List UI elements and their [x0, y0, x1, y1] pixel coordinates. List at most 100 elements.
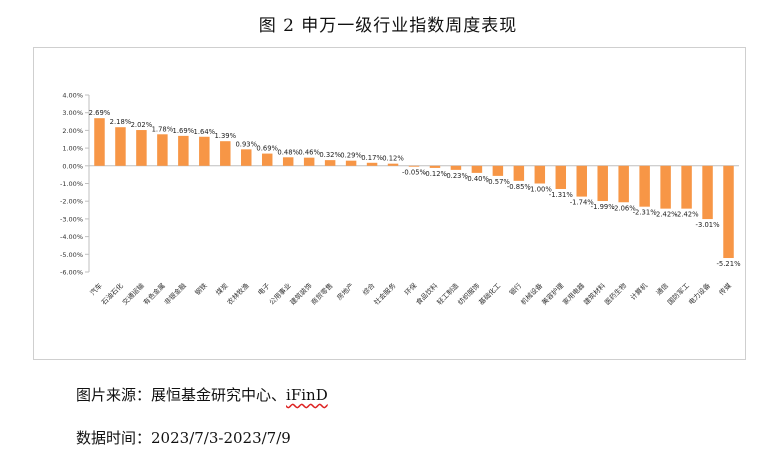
source-note: 图片来源：展恒基金研究中心、iFinD	[76, 384, 328, 405]
x-tick-label: 环保	[402, 281, 418, 297]
bar	[366, 162, 378, 166]
x-tick-label: 食品饮料	[414, 281, 440, 307]
x-tick-label: 电力设备	[686, 281, 712, 307]
bar	[303, 157, 315, 166]
y-tick-label: 0.00%	[62, 162, 83, 170]
x-tick-label: 非银金融	[162, 281, 188, 307]
bar	[220, 141, 231, 166]
bar	[492, 165, 504, 176]
data-label: -2.06%	[612, 204, 637, 212]
data-label: -2.42%	[675, 211, 700, 219]
x-tick-label: 社会服务	[372, 281, 398, 307]
bar	[576, 165, 587, 197]
y-tick-label: -2.00%	[60, 198, 83, 206]
source-text: 展恒基金研究中心、	[151, 386, 287, 404]
x-tick-label: 美容护理	[540, 281, 566, 307]
bar	[136, 130, 147, 166]
x-tick-label: 家用电器	[561, 281, 587, 307]
data-label: -2.31%	[633, 209, 658, 217]
data-label: 0.48%	[277, 148, 299, 156]
bar	[282, 157, 294, 166]
x-tick-label: 综合	[361, 281, 377, 297]
source-name: iFinD	[286, 386, 328, 404]
x-tick-label: 电子	[256, 281, 272, 297]
bar	[681, 165, 692, 209]
data-label: 1.39%	[214, 132, 236, 140]
x-tick-label: 交通运输	[120, 281, 146, 307]
data-label: 1.78%	[152, 125, 174, 133]
data-label: -0.05%	[402, 169, 427, 177]
y-tick-label: 3.00%	[62, 109, 83, 117]
bar	[450, 165, 462, 170]
x-tick-label: 纺织服饰	[456, 281, 482, 307]
data-label: -0.85%	[507, 183, 532, 191]
bar	[387, 163, 399, 166]
bar	[408, 165, 420, 167]
x-tick-label: 国防军工	[665, 281, 691, 307]
bar	[660, 165, 671, 209]
bar	[157, 134, 168, 166]
data-label: -0.57%	[486, 178, 511, 186]
data-label: -1.00%	[528, 186, 553, 194]
x-tick-label: 轻工制造	[435, 281, 461, 307]
x-tick-label: 有色金属	[141, 281, 167, 307]
data-label: 0.69%	[256, 145, 278, 153]
data-label: 1.69%	[173, 127, 195, 135]
x-tick-label: 基础化工	[477, 281, 503, 307]
bar	[324, 160, 336, 166]
x-tick-label: 公用事业	[267, 281, 293, 307]
data-label: 0.93%	[235, 140, 257, 148]
bar	[702, 165, 713, 220]
bar	[555, 165, 567, 189]
data-label: -1.74%	[570, 199, 595, 207]
data-label: 0.12%	[382, 155, 404, 163]
x-tick-label: 建筑装饰	[288, 281, 314, 307]
bar	[513, 165, 525, 181]
data-label: -0.23%	[444, 172, 469, 180]
chart-title: 图 2 申万一级行业指数周度表现	[258, 16, 518, 36]
data-label: 2.02%	[131, 121, 153, 129]
data-label: -0.40%	[465, 175, 490, 183]
data-label: -1.31%	[549, 191, 574, 199]
chart-area: 4.00% 3.00% 2.00% 1.00% 0.00% -1.00% -2.00% -3.…	[33, 47, 746, 360]
y-tick-label: -4.00%	[60, 233, 83, 241]
data-label: 2.18%	[110, 118, 132, 126]
data-label: -5.21%	[716, 260, 741, 268]
bar	[534, 165, 546, 184]
data-label: -1.99%	[591, 203, 616, 211]
x-tick-label: 通信	[654, 281, 670, 297]
x-tick-label: 计算机	[628, 281, 649, 302]
data-label: -0.12%	[423, 170, 448, 178]
data-label: 0.32%	[319, 151, 341, 159]
x-tick-label: 石油石化	[99, 281, 125, 307]
bar	[261, 153, 273, 166]
bar	[639, 165, 650, 207]
bar	[597, 165, 608, 202]
data-label: 2.69%	[89, 109, 111, 117]
x-tick-label: 房地产	[335, 281, 356, 302]
data-label: 0.29%	[340, 152, 362, 160]
bar	[199, 136, 210, 166]
bar	[241, 149, 252, 166]
x-tick-label: 钢铁	[193, 281, 209, 297]
x-tick-label: 机械设备	[519, 281, 545, 307]
bar	[94, 118, 105, 166]
x-tick-label: 银行	[507, 281, 523, 297]
bar	[618, 165, 629, 203]
bar	[429, 165, 441, 168]
bar	[471, 165, 483, 173]
y-tick-label: -6.00%	[60, 269, 83, 277]
x-tick-label: 煤炭	[214, 281, 230, 297]
bar	[178, 135, 189, 166]
date-text: 2023/7/3-2023/7/9	[151, 429, 291, 447]
x-tick-label: 汽车	[88, 281, 104, 297]
y-tick-label: -5.00%	[60, 251, 83, 259]
data-label: 0.17%	[361, 154, 383, 162]
date-label: 数据时间：	[76, 429, 152, 447]
y-tick-label: -1.00%	[60, 180, 83, 188]
x-tick-label: 建筑材料	[582, 281, 608, 307]
data-label: 1.64%	[194, 128, 216, 136]
y-tick-label: 4.00%	[62, 92, 83, 100]
x-tick-label: 传媒	[717, 281, 733, 297]
y-tick-label: 1.00%	[62, 145, 83, 153]
